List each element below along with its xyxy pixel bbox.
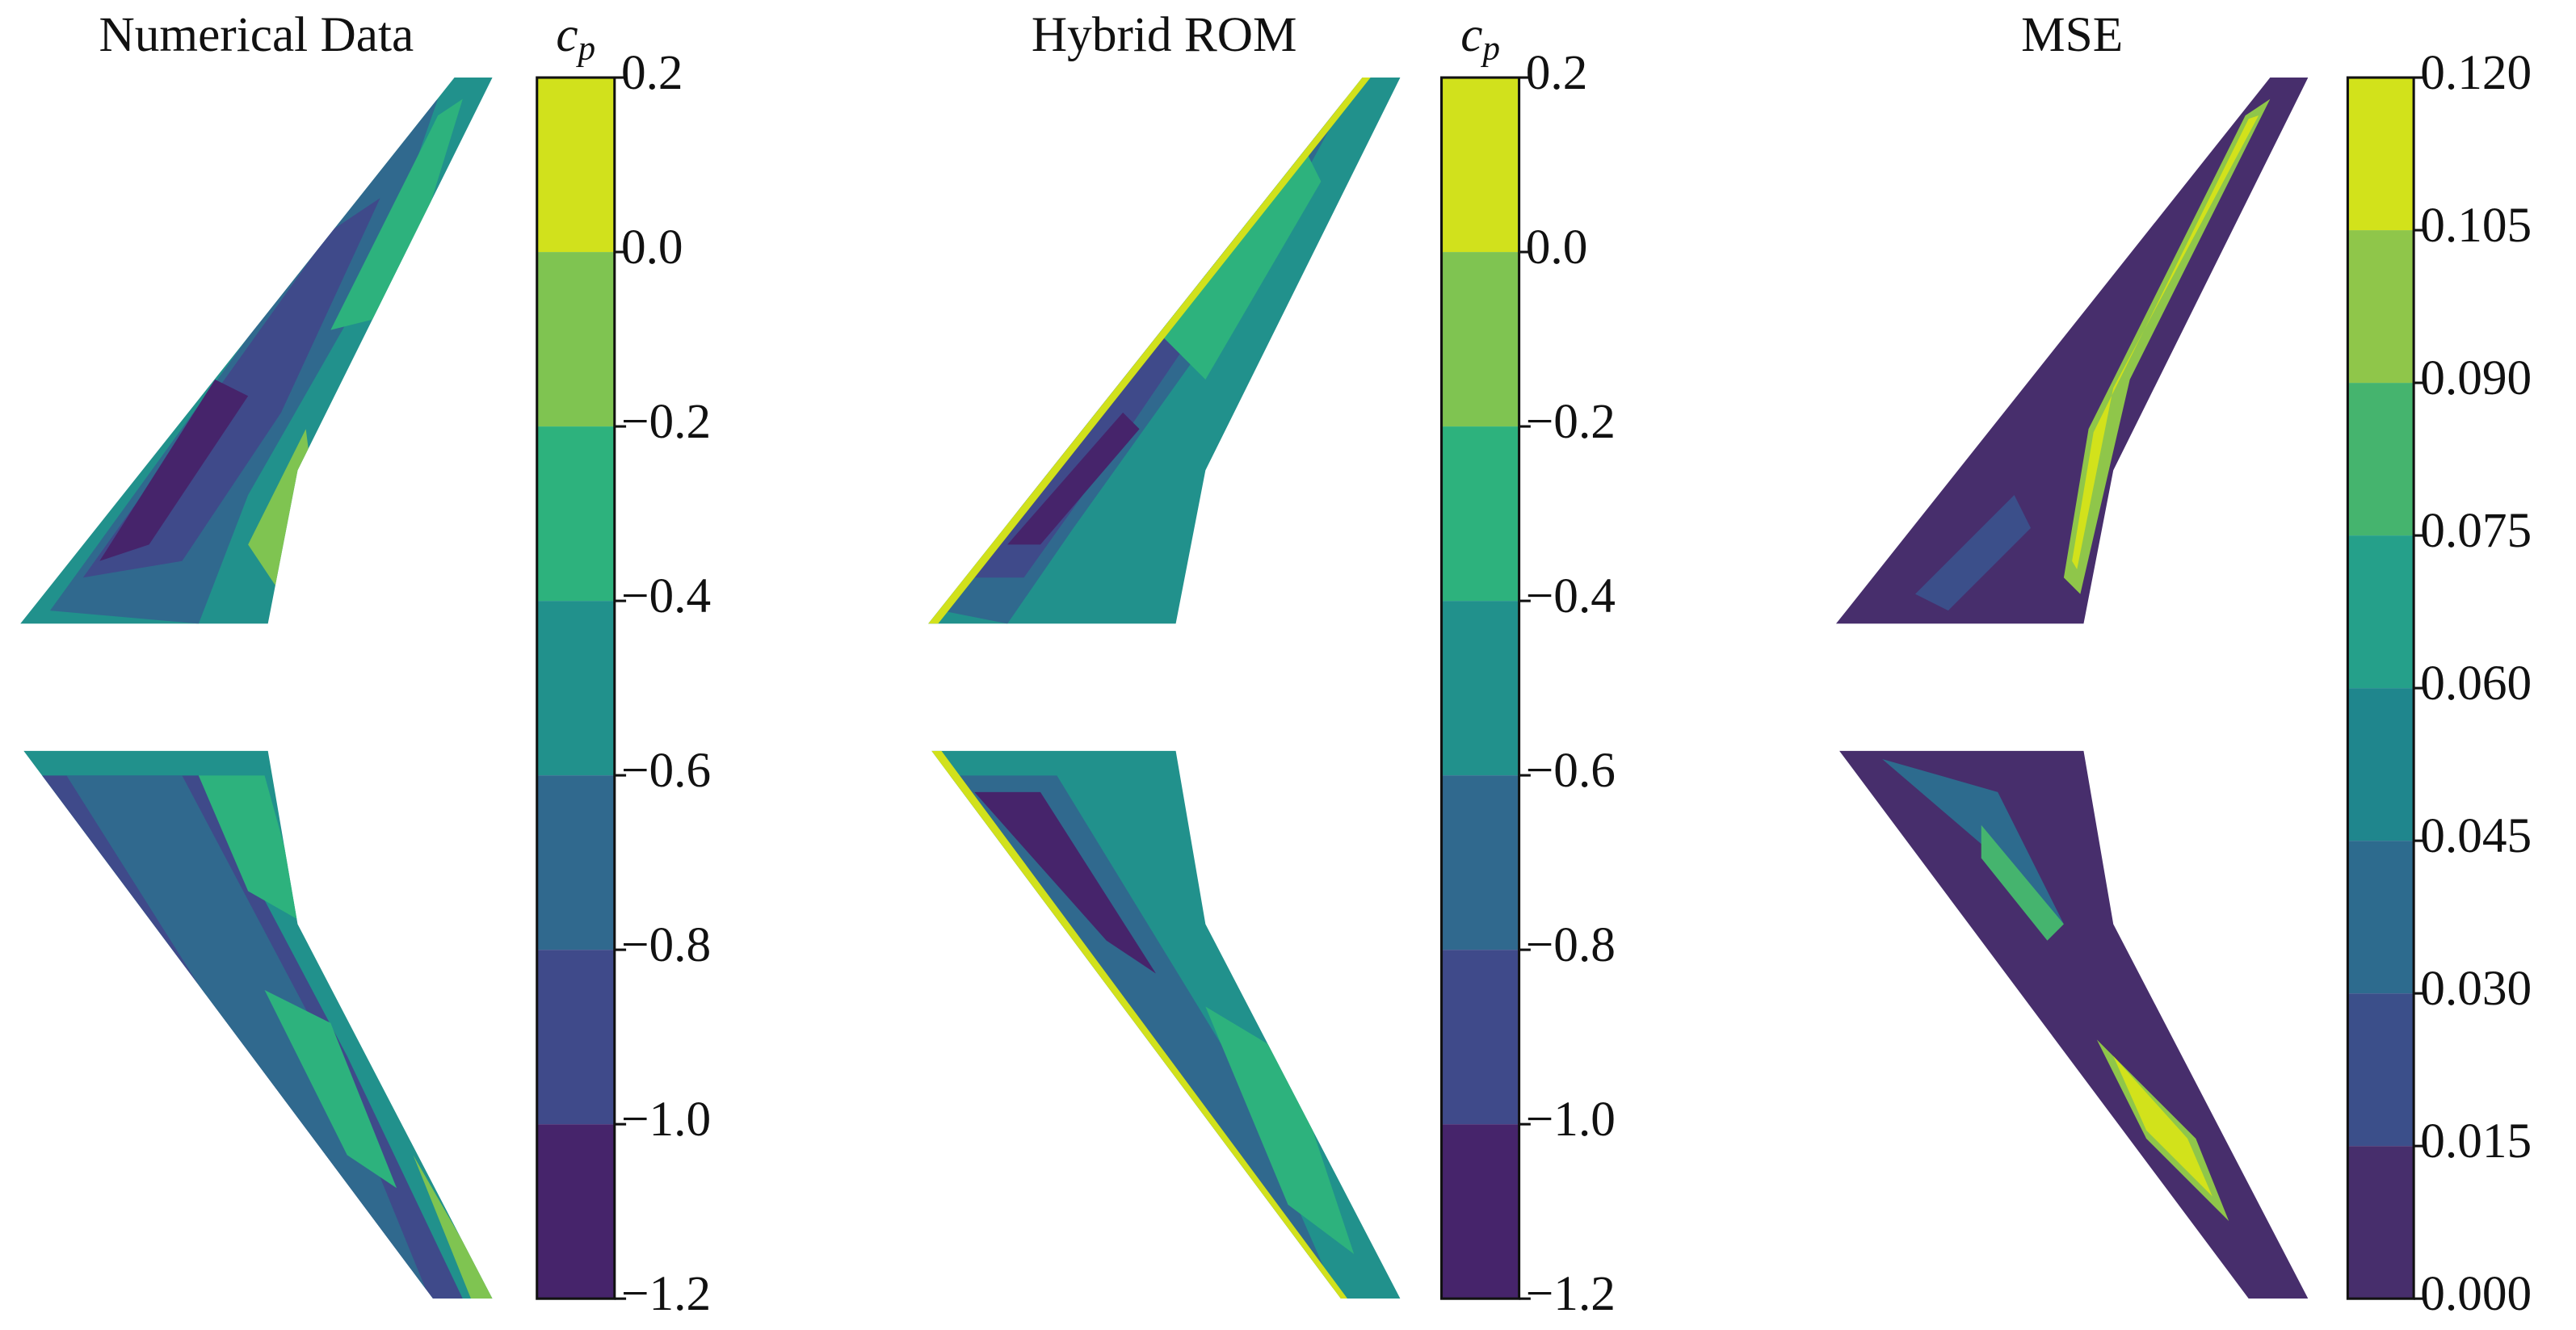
colorbar-tick-label: 0.015 [2420,1114,2532,1168]
colorbar-band [536,950,615,1125]
colorbar-band [536,78,615,253]
colorbar-band [1441,78,1519,253]
colorbar-band [536,252,615,427]
colorbar-tick-label: 0.0 [1526,220,1588,275]
wing-bottom [931,750,1401,1299]
wing-bottom [23,750,493,1299]
wing-top [20,78,493,624]
colorbar-band [1441,252,1519,427]
colorbar-tick-label: −1.0 [1526,1092,1616,1147]
colorbar-tick-label: −0.6 [621,743,711,798]
label-sub: p [576,29,595,67]
colorbar-tick-label: −0.8 [621,917,711,972]
colorbar-tick-label: −0.2 [1526,394,1616,449]
colorbar-band [1441,426,1519,602]
colorbar-tick-label: 0.060 [2420,656,2532,711]
colorbar-tick-label: 0.030 [2420,961,2532,1016]
colorbar-band [1441,601,1519,776]
colorbar-label: cp [1460,7,1500,67]
colorbar-band [1441,775,1519,950]
colorbar-tick-label: 0.045 [2420,808,2532,863]
colorbar-band [536,601,615,776]
colorbar-tick-label: −0.8 [1526,917,1616,972]
colorbar-band [1441,1124,1519,1299]
colorbar-tick-label: 0.0 [621,220,683,275]
label-base: c [1460,7,1482,62]
wing-bottom [1839,750,2309,1299]
panel-title: MSE [2021,7,2123,62]
colorbar-band [2347,230,2414,384]
colorbar-tick-label: −0.4 [621,569,711,623]
colorbar-tick-label: 0.075 [2420,503,2532,558]
colorbar-band [536,1124,615,1299]
colorbar-tick-label: −1.2 [621,1266,711,1321]
label-base: c [556,7,578,62]
colorbar-label: cp [556,7,595,67]
label-sub: p [1480,29,1499,67]
colorbar-band [2347,993,2414,1147]
colorbar-tick-label: −1.0 [621,1092,711,1147]
colorbar-tick-label: 0.2 [621,45,683,100]
colorbar-band [2347,383,2414,536]
panel-title: Hybrid ROM [1032,7,1297,62]
colorbar-band [2347,841,2414,994]
colorbar-band [536,426,615,602]
colorbar-tick-label: −0.6 [1526,743,1616,798]
colorbar-band [2347,1146,2414,1299]
panel-title: Numerical Data [99,7,414,62]
colorbar-band [2347,535,2414,689]
colorbar-frame [536,76,616,1300]
colorbar-band [536,775,615,950]
colorbar-band [2347,78,2414,231]
colorbar-tick-label: −0.2 [621,394,711,449]
colorbar-tick-label: 0.105 [2420,198,2532,253]
colorbar-tick-label: −0.4 [1526,569,1616,623]
colorbar-tick-label: 0.2 [1526,45,1588,100]
wing-top [928,78,1401,624]
colorbar-tick-label: 0.090 [2420,350,2532,405]
wing-top [1835,78,2309,624]
colorbar-tick-label: 0.000 [2420,1266,2532,1321]
colorbar-tick-label: −1.2 [1526,1266,1616,1321]
colorbar-band [2347,688,2414,841]
colorbar-frame [1440,76,1521,1300]
colorbar-tick-label: 0.120 [2420,45,2532,100]
colorbar-band [1441,950,1519,1125]
